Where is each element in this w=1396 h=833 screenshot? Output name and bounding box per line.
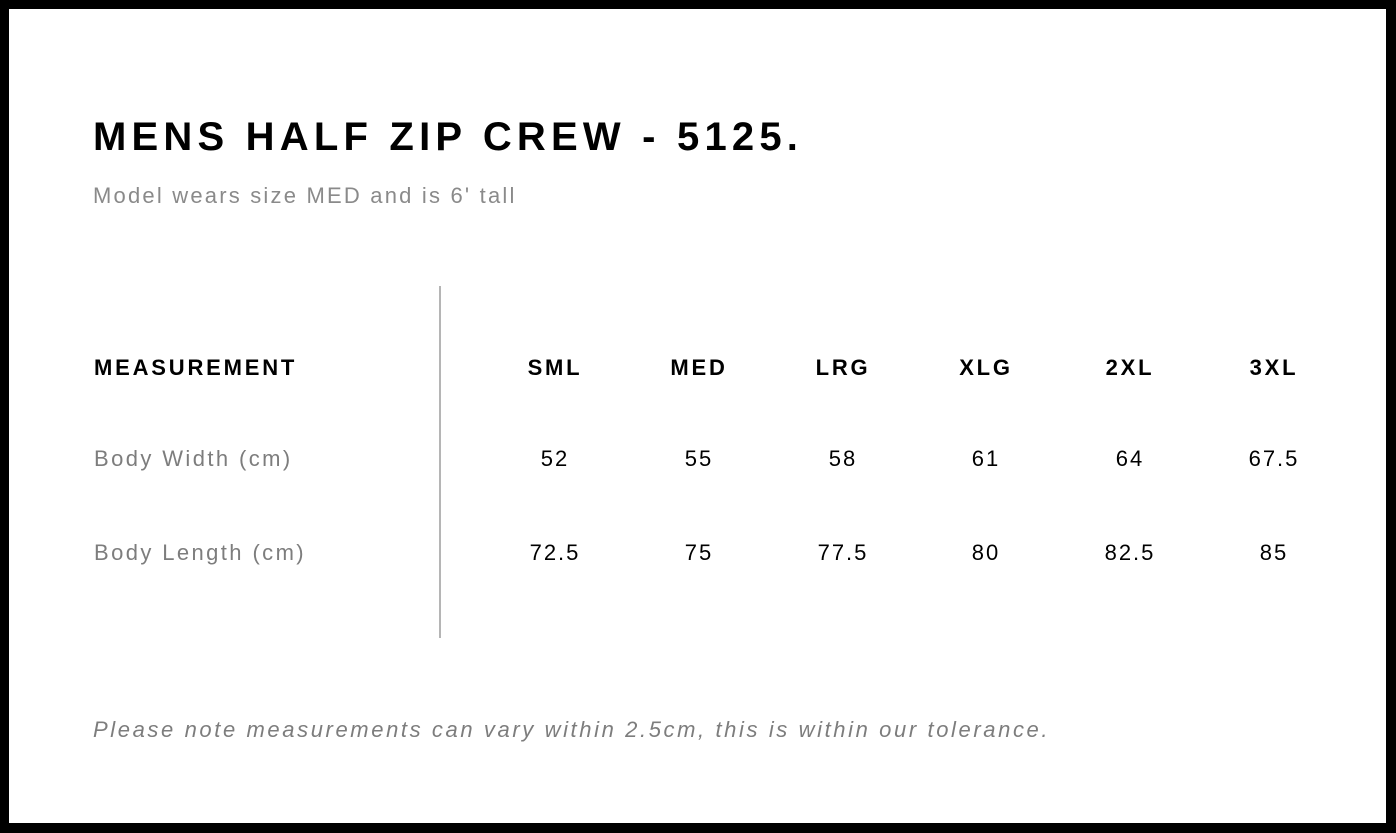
size-header-sml: SML bbox=[527, 355, 583, 380]
column-divider bbox=[439, 286, 441, 638]
table-cell: 55 bbox=[684, 446, 714, 471]
table-cell: 67.5 bbox=[1248, 446, 1300, 471]
table-cell: 75 bbox=[684, 540, 714, 565]
row-label: Body Length (cm) bbox=[94, 540, 307, 565]
table-cell: 61 bbox=[971, 446, 1001, 471]
tolerance-note: Please note measurements can vary within… bbox=[93, 717, 1051, 742]
table-cell: 52 bbox=[540, 446, 570, 471]
table-cell: 64 bbox=[1115, 446, 1145, 471]
table-cell: 72.5 bbox=[529, 540, 581, 565]
size-header-med: MED bbox=[670, 355, 728, 380]
table-cell: 77.5 bbox=[817, 540, 869, 565]
measurement-header: MEASUREMENT bbox=[94, 355, 298, 380]
table-cell: 85 bbox=[1259, 540, 1289, 565]
page-title: MENS HALF ZIP CREW - 5125. bbox=[93, 115, 804, 159]
size-header-xlg: XLG bbox=[959, 355, 1013, 380]
size-header-3xl: 3XL bbox=[1249, 355, 1299, 380]
size-guide-card: MENS HALF ZIP CREW - 5125. Model wears s… bbox=[9, 9, 1386, 823]
table-cell: 82.5 bbox=[1104, 540, 1156, 565]
model-info: Model wears size MED and is 6' tall bbox=[93, 183, 517, 208]
table-cell: 58 bbox=[828, 446, 858, 471]
size-header-lrg: LRG bbox=[815, 355, 871, 380]
row-label: Body Width (cm) bbox=[94, 446, 293, 471]
table-cell: 80 bbox=[971, 540, 1001, 565]
size-header-2xl: 2XL bbox=[1105, 355, 1155, 380]
